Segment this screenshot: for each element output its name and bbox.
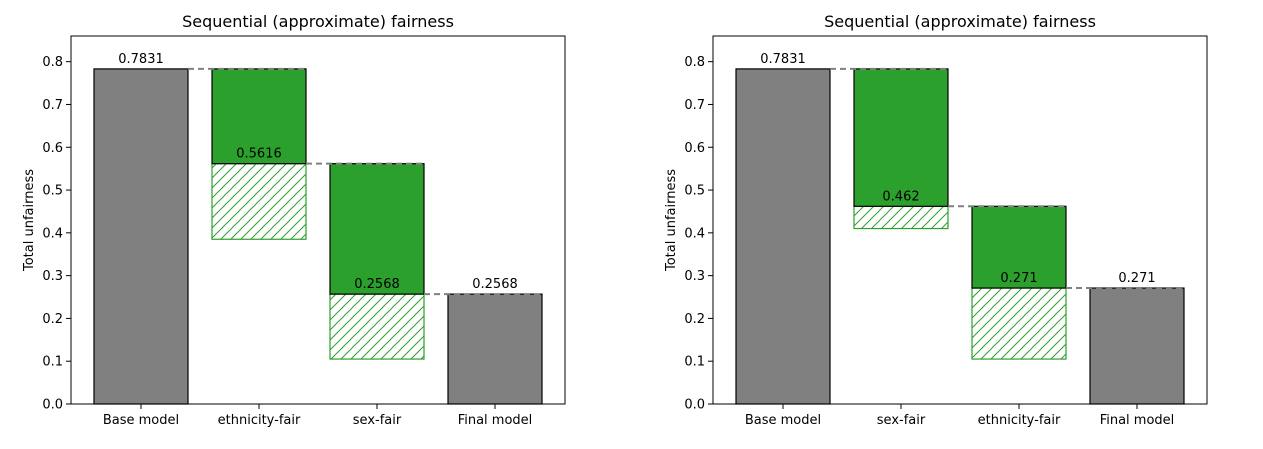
data-label: 0.2568 [472, 277, 518, 292]
y-axis-label: Total unfairness [664, 169, 679, 272]
data-label: 0.2568 [354, 277, 400, 292]
bar-hatched [329, 293, 425, 360]
y-tick-label: 0.0 [42, 398, 63, 413]
y-axis-label: Total unfairness [22, 169, 37, 272]
y-tick-label: 0.5 [42, 184, 63, 199]
bar-total [93, 68, 189, 405]
chart-title: Sequential (approximate) fairness [182, 12, 454, 31]
y-tick-label: 0.7 [684, 98, 705, 113]
bar-total [735, 68, 831, 405]
y-tick-label: 0.3 [42, 269, 63, 284]
bar-hatched [853, 205, 949, 230]
bar-hatched [971, 287, 1067, 360]
y-tick-label: 0.6 [684, 141, 705, 156]
y-tick-label: 0.3 [684, 269, 705, 284]
data-label: 0.462 [882, 189, 919, 204]
y-tick-label: 0.8 [42, 55, 63, 70]
y-tick-label: 0.6 [42, 141, 63, 156]
plot-frame [70, 35, 566, 405]
x-tick-label: Base model [745, 413, 821, 428]
chart-panel-1: Sequential (approximate) fairness Total u… [22, 12, 566, 428]
y-tick-label: 0.1 [684, 355, 705, 370]
plot-frame [712, 35, 1208, 405]
bar-step [329, 163, 425, 295]
bar-total [1089, 287, 1185, 405]
data-label: 0.271 [1118, 271, 1155, 286]
bar-total [447, 293, 543, 405]
y-tick-label: 0.4 [42, 226, 63, 241]
bar-step [211, 68, 307, 165]
y-tick-label: 0.5 [684, 184, 705, 199]
x-tick-label: Final model [458, 413, 533, 428]
x-tick-label: sex-fair [877, 413, 926, 428]
bar-step [853, 68, 949, 207]
x-tick-label: ethnicity-fair [978, 413, 1061, 428]
y-tick-label: 0.4 [684, 226, 705, 241]
chart-panel-2: Sequential (approximate) fairness Total u… [664, 12, 1208, 428]
data-label: 0.5616 [236, 147, 282, 162]
y-tick-label: 0.8 [684, 55, 705, 70]
y-tick-label: 0.2 [42, 312, 63, 327]
x-tick-label: sex-fair [353, 413, 402, 428]
data-label: 0.271 [1000, 271, 1037, 286]
x-tick-label: Final model [1100, 413, 1175, 428]
y-tick-label: 0.2 [684, 312, 705, 327]
y-tick-label: 0.0 [684, 398, 705, 413]
chart-title: Sequential (approximate) fairness [824, 12, 1096, 31]
bar-step [971, 205, 1067, 289]
data-label: 0.7831 [760, 52, 806, 67]
x-tick-label: Base model [103, 413, 179, 428]
x-tick-label: ethnicity-fair [218, 413, 301, 428]
y-tick-label: 0.1 [42, 355, 63, 370]
data-label: 0.7831 [118, 52, 164, 67]
y-tick-label: 0.7 [42, 98, 63, 113]
bar-hatched [211, 163, 307, 240]
